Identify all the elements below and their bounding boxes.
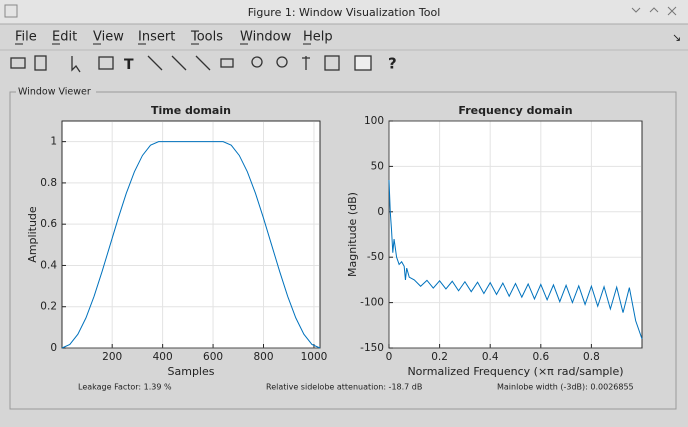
x-tick-label: 400 [153,351,173,363]
maximize-button[interactable] [649,7,659,13]
fit-icon[interactable] [324,55,340,71]
text-icon[interactable]: T [124,57,134,73]
title-bar [0,0,688,24]
y-axis-label: Amplitude [26,206,39,263]
preview-icon[interactable] [34,55,47,71]
data-line [388,180,643,340]
x-tick-label: 0 [386,351,393,363]
chart-title: Time domain [151,104,231,117]
x-tick-label: 0.2 [431,351,448,363]
menu-item[interactable]: Tools [190,30,223,45]
status-bar: Leakage Factor: 1.39 % Relative sidelobe … [78,383,634,392]
close-button[interactable] [667,6,677,16]
panel-title-bg [16,86,96,98]
menu-item[interactable]: Help [303,30,333,45]
window-title: Figure 1: Window Visualization Tool [248,6,441,19]
arrow-line-icons[interactable] [147,55,211,71]
y-tick-label: -50 [367,251,384,263]
help-icon[interactable]: ? [388,55,397,73]
zoom-out-icon[interactable] [276,56,288,68]
panel-title: Window Viewer [18,87,91,98]
x-tick-label: 0.6 [532,351,549,363]
colorbar-icon[interactable] [354,55,372,71]
toolbar: T ? [10,55,397,73]
y-tick-label: 0.6 [40,218,57,230]
chart-title: Frequency domain [458,104,572,117]
status-text: Relative sidelobe attenuation: -18.7 dB [266,383,422,392]
window-menu-button[interactable] [4,4,18,18]
menu-item[interactable]: Edit [52,30,77,45]
menu-item[interactable]: View [93,30,124,45]
x-tick-label: 600 [203,351,223,363]
panel-frame [9,91,677,410]
x-tick-label: 1000 [301,351,328,363]
menu-item[interactable]: File [15,30,37,45]
y-tick-label: 1 [50,136,57,148]
x-tick-label: 0.8 [583,351,600,363]
y-tick-label: 100 [364,115,384,127]
minimize-button[interactable] [631,7,641,13]
x-axis-label: Samples [168,365,215,378]
y-tick-label: 0.8 [40,177,57,189]
y-tick-label: 0 [377,206,384,218]
y-tick-label: -150 [360,342,384,354]
y-tick-label: 50 [371,160,384,172]
print-icon[interactable] [10,57,26,69]
y-tick-label: 0.4 [40,259,57,271]
window-controls [631,6,677,16]
pan-icon[interactable] [302,56,310,70]
x-axis-label: Normalized Frequency (×π rad/sample) [407,365,623,378]
menu-item[interactable]: Window [240,30,292,45]
x-tick-label: 800 [253,351,273,363]
legend-icon[interactable] [220,58,234,68]
y-tick-label: 0 [50,342,57,354]
y-tick-label: -100 [360,297,384,309]
y-tick-label: 0.2 [40,301,57,313]
plot-area [61,120,321,349]
dock-arrow[interactable]: ↘ [672,31,681,44]
x-tick-label: 200 [102,351,122,363]
y-axis-label: Magnitude (dB) [346,192,359,277]
rect-icon[interactable] [98,56,114,70]
zoom-in-icon[interactable] [251,56,263,68]
menu-item[interactable]: Insert [138,30,175,45]
axes-frame [61,120,321,349]
x-tick-label: 0.4 [482,351,499,363]
data-line [61,141,321,349]
axes-frame [388,120,643,349]
status-text: Mainlobe width (-3dB): 0.0026855 [497,383,634,392]
pointer-icon[interactable] [71,56,81,73]
status-text: Leakage Factor: 1.39 % [78,383,172,392]
plot-area [388,120,643,349]
menu-bar: File Edit View Insert Tools Window Help [15,30,333,45]
